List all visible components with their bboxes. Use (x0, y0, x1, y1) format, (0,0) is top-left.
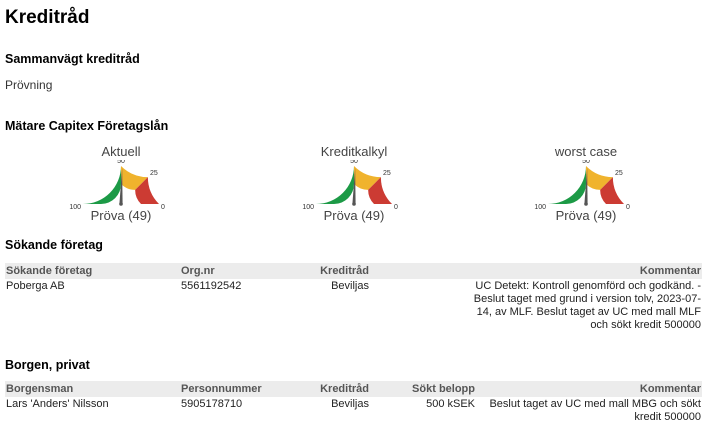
cell-comment: UC Detekt: Kontroll genomförd och godkän… (370, 279, 702, 333)
gauge-band-yellow (586, 166, 613, 190)
comment-line: UC Detekt: Kontroll genomförd och godkän… (475, 280, 701, 292)
col-header: Kreditråd (282, 381, 370, 397)
gauge-needle (352, 168, 356, 205)
gauge-kreditkalkyl: Kreditkalkyl 100 50 25 0 Pröva (49) (294, 144, 414, 223)
gauge-band-green (316, 166, 354, 204)
cell-comment: Beslut taget av UC med mall MBG och sökt… (476, 397, 702, 425)
gauge-scale-label: 0 (394, 204, 398, 210)
gauge-band-yellow (354, 166, 381, 190)
cell-personnr: 5905178710 (181, 398, 243, 410)
table-row: Lars 'Anders' Nilsson 5905178710 Bevilja… (5, 397, 702, 425)
col-header: Org.nr (180, 263, 282, 279)
col-header: Kommentar (370, 263, 702, 279)
gauge-needle-hub (584, 202, 588, 206)
cell-amount: 500 kSEK (426, 398, 475, 410)
gauge-title: Aktuell (101, 144, 141, 159)
col-header: Sökt belopp (370, 381, 476, 397)
gauge-scale-label: 50 (582, 160, 590, 165)
gauge-band-yellow (121, 166, 148, 190)
guarantor-heading: Borgen, privat (5, 358, 90, 372)
gauge-worst-case: worst case 100 50 25 0 Pröva (49) (526, 144, 646, 223)
col-header: Kommentar (476, 381, 702, 397)
meters-heading: Mätare Capitex Företagslån (5, 119, 169, 133)
gauge-band-red (600, 177, 624, 204)
gauge-title: Kreditkalkyl (320, 144, 388, 159)
comment-line: Beslut taget med grund i version tolv, 2… (473, 293, 701, 305)
cell-orgnr: 5561192542 (181, 280, 242, 292)
gauge-scale-label: 25 (150, 170, 158, 177)
gauge-title: worst case (554, 144, 618, 159)
gauge-scale-label: 100 (302, 204, 314, 210)
col-header: Personnummer (180, 381, 282, 397)
gauge-needle (119, 168, 123, 205)
gauge-scale-label: 100 (69, 204, 81, 210)
overall-value: Prövning (5, 78, 53, 92)
gauge-needle (584, 168, 588, 205)
page-title: Kreditråd (5, 7, 90, 28)
cell-guarantor-name: Lars 'Anders' Nilsson (6, 398, 109, 410)
guarantor-table: Borgensman Personnummer Kreditråd Sökt b… (5, 381, 702, 425)
applicant-table: Sökande företag Org.nr Kreditråd Komment… (5, 263, 702, 333)
col-header: Kreditråd (282, 263, 370, 279)
gauge-scale-label: 50 (350, 160, 358, 165)
gauge-scale-label: 0 (161, 204, 165, 210)
gauge-band-red (135, 177, 159, 204)
gauge-band-green (548, 166, 586, 204)
gauge-scale-label: 100 (534, 204, 546, 210)
gauge-dial: 100 50 25 0 (302, 160, 398, 210)
applicant-heading: Sökande företag (5, 238, 103, 252)
gauge-band-red (368, 177, 392, 204)
cell-advice: Beviljas (331, 280, 369, 292)
gauge-value: Pröva (49) (323, 208, 385, 223)
col-header: Sökande företag (5, 263, 180, 279)
gauge-scale-label: 50 (117, 160, 125, 165)
gauge-scale-label: 25 (615, 170, 623, 177)
gauge-value: Pröva (49) (90, 208, 152, 223)
gauge-band-green (83, 166, 121, 204)
col-header: Borgensman (5, 381, 180, 397)
cell-company-name: Poberga AB (6, 280, 65, 292)
overall-heading: Sammanvägt kreditråd (5, 52, 140, 66)
gauge-scale-label: 0 (626, 204, 630, 210)
gauge-needle-hub (119, 202, 123, 206)
table-header-row: Borgensman Personnummer Kreditråd Sökt b… (5, 381, 702, 397)
comment-line: Beslut taget av UC med mall MBG och sökt (489, 398, 701, 410)
comment-line: 14, av MLF. Beslut taget av UC med mall … (476, 306, 701, 318)
comment-line: och sökt kredit 500000 (590, 319, 701, 331)
gauge-dial: 100 50 25 0 (69, 160, 165, 210)
table-header-row: Sökande företag Org.nr Kreditråd Komment… (5, 263, 702, 279)
gauge-value: Pröva (49) (555, 208, 617, 223)
cell-advice: Beviljas (331, 398, 369, 410)
gauge-aktuell: Aktuell 100 50 25 0 Pröva (49) (61, 144, 181, 223)
comment-line: kredit 500000 (634, 411, 701, 423)
gauge-scale-label: 25 (383, 170, 391, 177)
gauge-dial: 100 50 25 0 (534, 160, 630, 210)
table-row: Poberga AB 5561192542 Beviljas UC Detekt… (5, 279, 702, 333)
gauge-needle-hub (352, 202, 356, 206)
